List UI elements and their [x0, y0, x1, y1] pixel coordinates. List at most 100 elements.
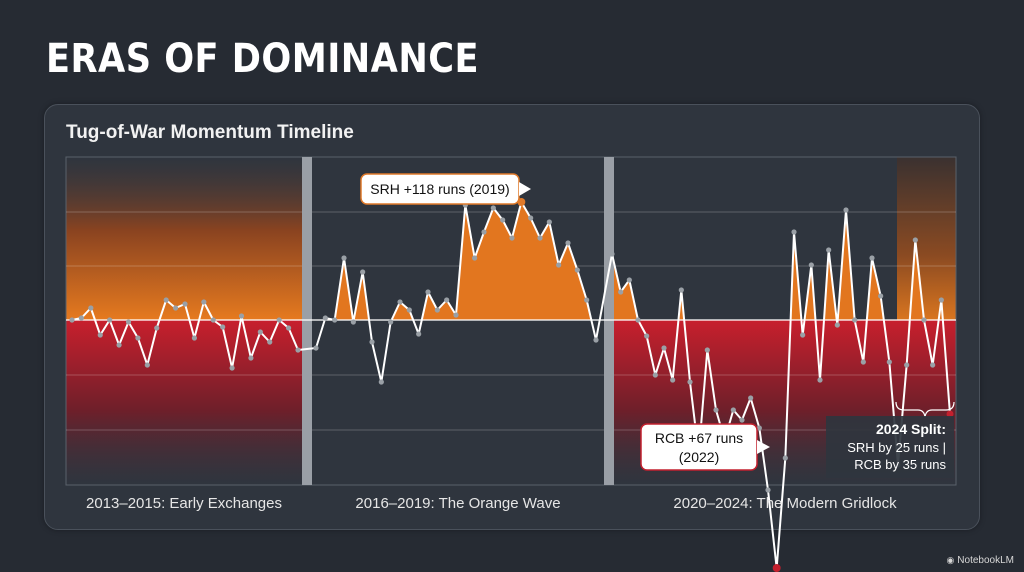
- series-1-point-19: [238, 313, 245, 319]
- series-1-point-10: [154, 325, 160, 331]
- series-3-point-33: [886, 359, 892, 365]
- series-1-point-17: [220, 324, 226, 330]
- series-3-point-13: [713, 407, 719, 413]
- series-3-positive-area: [612, 210, 950, 320]
- series-3-point-38: [930, 362, 936, 368]
- series-1-point-16: [210, 317, 216, 323]
- series-1-point-23: [276, 317, 282, 323]
- series-3-point-27: [834, 322, 840, 328]
- series-2-point-3: [332, 317, 338, 323]
- series-2-point-1: [313, 345, 319, 351]
- series-1-point-3: [88, 305, 94, 311]
- split-2024-line-2: RCB by 35 runs: [854, 457, 946, 472]
- series-3-point-4: [635, 317, 641, 323]
- era1-positive-fill: [66, 157, 302, 320]
- series-3-point-23: [800, 332, 806, 338]
- era-label-2: 2016–2019: The Orange Wave: [355, 495, 560, 512]
- series-2-point-15: [444, 297, 450, 303]
- series-3-point-16: [739, 417, 745, 423]
- series-3-point-32: [878, 293, 884, 299]
- series-2-point-26: [546, 219, 552, 225]
- series-1-point-7: [125, 319, 132, 325]
- series-2-point-2: [322, 315, 328, 321]
- series-3-point-28: [843, 207, 849, 213]
- series-1-point-25: [295, 347, 301, 353]
- series-1-point-12: [172, 305, 179, 311]
- series-3-point-36: [912, 237, 918, 243]
- annotations: SRH +118 runs (2019) RCB +67 runs (2022)…: [360, 173, 955, 478]
- series-2-point-8: [378, 379, 384, 385]
- series-2-point-31: [593, 337, 599, 343]
- rcb-peak-label: RCB +67 runs: [655, 430, 743, 446]
- series-2-point-18: [472, 255, 478, 261]
- series-1-point-14: [191, 335, 198, 341]
- series-3-point-6: [652, 372, 658, 378]
- series-2-point-16: [453, 312, 459, 318]
- series-1-point-11: [163, 297, 169, 303]
- series-3-point-39: [938, 297, 944, 303]
- era-separator-1: [302, 157, 312, 485]
- series-2-point-21: [500, 217, 506, 223]
- era-separators: [302, 157, 614, 485]
- series-3-point-37: [921, 317, 927, 323]
- series-2-point-20: [490, 205, 496, 211]
- series-3-point-12: [704, 347, 710, 353]
- series-1-point-13: [182, 301, 188, 307]
- series-3-point-29: [852, 317, 858, 323]
- series-2-point-12: [416, 331, 422, 337]
- series-3-point-31: [869, 255, 875, 261]
- series-3-point-5: [644, 333, 650, 339]
- series-2-point-30: [584, 297, 590, 303]
- era3-top-right-fill: [897, 157, 956, 320]
- split-2024-line-1: SRH by 25 runs |: [847, 440, 946, 455]
- rcb-peak-callout: RCB +67 runs (2022): [640, 423, 770, 471]
- series-2-point-19: [481, 229, 487, 235]
- era1-negative-fill: [66, 320, 302, 485]
- series-3-point-7: [661, 345, 667, 351]
- rcb-peak-year: (2022): [679, 449, 719, 465]
- series-1-point-24: [285, 325, 292, 331]
- series-2-point-13: [425, 289, 431, 295]
- srh-peak-label: SRH +118 runs (2019): [370, 181, 509, 197]
- series-2-point-27: [556, 262, 562, 268]
- series-3-point-25: [817, 377, 823, 383]
- series-2-point-25: [537, 235, 543, 241]
- brand-name: NotebookLM: [957, 555, 1014, 566]
- series-2-point-29: [574, 267, 580, 273]
- era-separator-2: [604, 157, 614, 485]
- series-1-point-20: [248, 355, 254, 361]
- series-1-point-22: [267, 339, 273, 345]
- era-connector-2: [595, 253, 613, 341]
- notebooklm-logo-icon: ◉: [946, 555, 955, 565]
- series-3-point-15: [730, 407, 736, 413]
- series-3-point-3: [626, 277, 632, 283]
- era-label-3: 2020–2024: The Modern Gridlock: [673, 495, 897, 512]
- series-1-point-5: [107, 317, 113, 323]
- series-2-point-9: [388, 319, 394, 325]
- series-1-point-2: [78, 315, 85, 321]
- last-point-marker: [946, 410, 954, 418]
- rcb-peak-marker: [772, 564, 781, 572]
- series-3-point-21: [782, 455, 788, 461]
- series-3-point-10: [687, 379, 693, 385]
- series-1-point-21: [257, 329, 263, 335]
- series-1-point-18: [229, 365, 235, 371]
- series-3-point-26: [826, 247, 832, 253]
- series-3-point-9: [678, 287, 684, 293]
- split-2024-title: 2024 Split:: [876, 421, 946, 437]
- series-3-line: [611, 209, 951, 569]
- series-2-point-28: [565, 240, 571, 246]
- series-3-point-22: [791, 229, 797, 235]
- series-1-point-9: [144, 362, 150, 368]
- series-3-point-17: [748, 395, 754, 401]
- era-connector-1: [297, 347, 317, 351]
- series-2-point-4: [341, 255, 347, 261]
- era-labels: 2013–2015: Early Exchanges 2016–2019: The…: [86, 495, 897, 512]
- footer-brand: ◉ NotebookLM: [946, 555, 1014, 566]
- page-title: ERAS OF DOMINANCE: [46, 36, 480, 82]
- series-1-point-8: [135, 335, 141, 341]
- series-2-point-7: [369, 339, 375, 345]
- series-2-point-6: [360, 269, 366, 275]
- chart-title: Tug-of-War Momentum Timeline: [66, 122, 354, 143]
- split-2024-annotation: 2024 Split: SRH by 25 runs | RCB by 35 r…: [826, 401, 955, 478]
